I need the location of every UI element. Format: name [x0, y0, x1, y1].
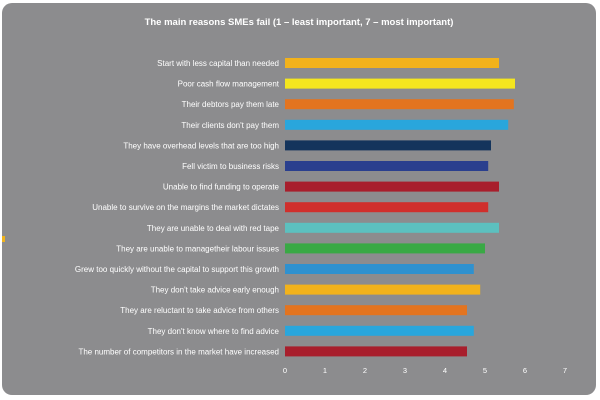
- x-tick-label-1: 1: [323, 366, 327, 375]
- chart-title: The main reasons SMEs fail (1 – least im…: [144, 17, 454, 28]
- x-tick-label-4: 4: [443, 366, 447, 375]
- category-labels-layer: Start with less capital than needed Poor …: [75, 59, 280, 356]
- bar-15: [285, 346, 467, 357]
- category-label-9: They are unable to deal with red tape: [147, 224, 280, 233]
- bar-4: [285, 119, 509, 130]
- category-label-14: They don't know where to find advice: [148, 327, 280, 336]
- category-label-8: Unable to survive on the margins the mar…: [92, 203, 279, 212]
- category-label-4: Their clients don't pay them: [181, 121, 279, 130]
- bars-layer: [285, 58, 515, 357]
- bar-chart: Start with less capital than needed Poor …: [75, 58, 567, 375]
- accent-mark: [2, 236, 5, 242]
- bar-1: [285, 58, 499, 68]
- bar-3: [285, 99, 514, 110]
- category-label-11: Grew too quickly without the capital to …: [75, 265, 279, 274]
- bar-14: [285, 325, 474, 336]
- category-label-6: Fell victim to business risks: [182, 162, 279, 171]
- category-label-10: They are unable to managetheir labour is…: [116, 244, 279, 253]
- bar-5: [285, 140, 491, 151]
- bar-8: [285, 202, 489, 213]
- x-tick-label-0: 0: [283, 366, 287, 375]
- chart-panel: The main reasons SMEs fail (1 – least im…: [2, 3, 596, 395]
- category-label-3: Their debtors pay them late: [182, 100, 280, 109]
- category-label-1: Start with less capital than needed: [157, 59, 279, 68]
- bar-2: [285, 78, 515, 89]
- x-tick-label-7: 7: [563, 366, 567, 375]
- x-tick-label-2: 2: [363, 366, 367, 375]
- bar-6: [285, 161, 489, 171]
- x-tick-label-5: 5: [483, 366, 487, 375]
- bar-12: [285, 284, 481, 295]
- x-axis-ticks-layer: 0 1 2 3 4 5 6 7: [283, 366, 567, 375]
- x-tick-label-3: 3: [403, 366, 407, 375]
- category-label-12: They don't take advice early enough: [151, 286, 279, 295]
- bar-10: [285, 243, 485, 254]
- category-label-15: The number of competitors in the market …: [78, 347, 279, 356]
- category-label-7: Unable to find funding to operate: [163, 183, 280, 192]
- bar-7: [285, 181, 499, 192]
- category-label-13: They are reluctant to take advice from o…: [120, 306, 279, 315]
- bar-11: [285, 264, 474, 274]
- bar-9: [285, 222, 499, 233]
- bar-13: [285, 305, 467, 316]
- x-tick-label-6: 6: [523, 366, 527, 375]
- category-label-5: They have overhead levels that are too h…: [123, 141, 279, 150]
- category-label-2: Poor cash flow management: [178, 80, 280, 89]
